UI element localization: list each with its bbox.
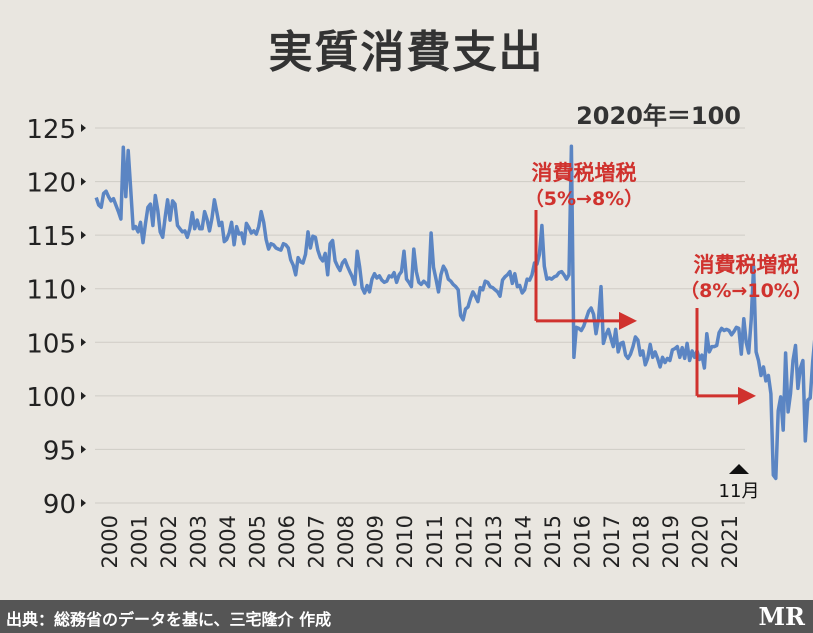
- footer-bar: 出典：総務省のデータを基に、三宅隆介 作成 MR: [0, 600, 813, 633]
- x-tick-label: 2020: [689, 515, 713, 568]
- x-tick-label: 2005: [246, 515, 270, 568]
- end-marker-label: 11月: [719, 481, 760, 502]
- y-tick-label: 115: [26, 222, 76, 252]
- annotation-title: 消費税増税: [694, 253, 799, 277]
- x-tick-label: 2003: [186, 515, 210, 568]
- x-tick-label: 2002: [157, 515, 181, 568]
- series-line: [94, 144, 813, 481]
- x-tick-label: 2004: [216, 515, 240, 568]
- y-tick-label: 95: [43, 436, 76, 466]
- y-tick-label: 125: [26, 115, 76, 145]
- y-tick-arrow: [81, 177, 86, 186]
- y-tick-label: 120: [26, 169, 76, 199]
- x-tick-label: 2010: [393, 515, 417, 568]
- y-tick-arrow: [81, 391, 86, 400]
- y-tick-arrow: [81, 231, 86, 240]
- y-tick-arrow: [81, 445, 86, 454]
- y-tick-label: 105: [26, 329, 76, 359]
- y-tick-label: 100: [26, 383, 76, 413]
- chart-title: 実質消費支出: [268, 27, 545, 78]
- end-marker-triangle: [729, 464, 749, 474]
- y-tick-label: 90: [43, 490, 76, 520]
- logo: MR: [758, 602, 805, 631]
- x-tick-label: 2015: [541, 515, 565, 568]
- x-tick-label: 2014: [511, 515, 535, 568]
- x-tick-label: 2007: [305, 515, 329, 568]
- x-tick-label: 2001: [127, 515, 151, 568]
- y-tick-arrow: [81, 124, 86, 132]
- annotation-title: 消費税増税: [532, 161, 637, 185]
- y-tick-arrow: [81, 338, 86, 347]
- y-tick-arrow: [81, 499, 86, 507]
- y-tick-label: 110: [26, 276, 76, 306]
- annotation-detail: （5%→8%）: [525, 187, 643, 210]
- x-tick-label: 2009: [364, 515, 388, 568]
- x-tick-label: 2018: [630, 515, 654, 568]
- x-tick-label: 2019: [659, 515, 683, 568]
- annotation-detail: （8%→10%）: [680, 279, 812, 302]
- x-tick-label: 2012: [452, 515, 476, 568]
- unit-label: 2020年＝100: [576, 102, 741, 130]
- x-tick-label: 2006: [275, 515, 299, 568]
- chart: 実質消費支出 2020年＝100 90 95 100 105 110 115 120 125 2…: [26, 27, 813, 568]
- x-tick-label: 2011: [423, 515, 447, 568]
- x-tick-label: 2008: [334, 515, 358, 568]
- x-tick-label: 2000: [98, 515, 122, 568]
- x-tick-label: 2013: [482, 515, 506, 568]
- x-tick-label: 2017: [600, 515, 624, 568]
- source-text: 出典：総務省のデータを基に、三宅隆介 作成: [6, 610, 332, 629]
- x-tick-label: 2021: [718, 515, 742, 568]
- y-tick-arrow: [81, 284, 86, 293]
- x-tick-label: 2016: [571, 515, 595, 568]
